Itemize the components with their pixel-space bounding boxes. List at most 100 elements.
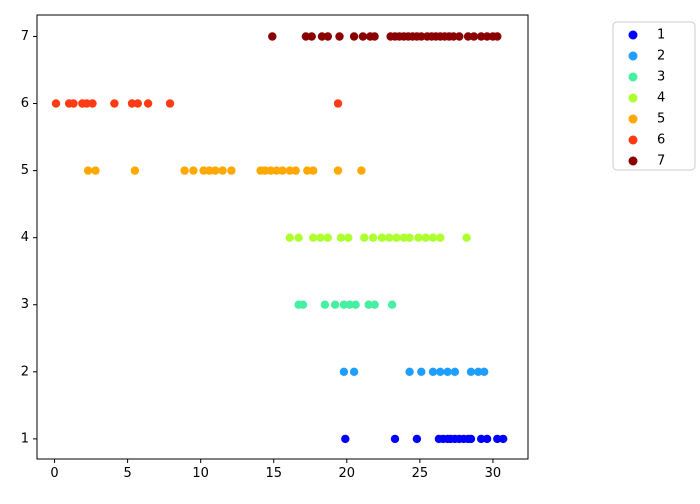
data-point bbox=[357, 166, 366, 175]
data-point bbox=[88, 99, 97, 108]
legend-marker bbox=[628, 30, 638, 40]
data-point bbox=[436, 367, 445, 376]
data-point bbox=[368, 233, 378, 242]
data-point bbox=[165, 99, 175, 108]
data-point bbox=[482, 32, 492, 41]
y-tick-label: 5 bbox=[21, 163, 29, 178]
data-point bbox=[405, 233, 414, 242]
y-tick-label: 6 bbox=[21, 96, 29, 111]
data-point bbox=[285, 166, 294, 175]
data-point bbox=[421, 233, 430, 242]
legend-marker bbox=[628, 156, 638, 166]
data-point bbox=[330, 300, 340, 309]
data-point bbox=[335, 32, 344, 41]
series-2 bbox=[339, 367, 489, 376]
data-point bbox=[110, 99, 119, 108]
x-tick-label: 5 bbox=[123, 466, 131, 481]
series-3 bbox=[294, 300, 397, 309]
x-tick-label: 20 bbox=[339, 466, 356, 481]
data-point bbox=[341, 434, 350, 444]
data-point bbox=[205, 166, 214, 175]
legend-label: 2 bbox=[657, 49, 665, 64]
data-point bbox=[436, 233, 445, 242]
legend-label: 1 bbox=[657, 28, 665, 43]
data-point bbox=[260, 166, 270, 175]
x-tick-label: 15 bbox=[265, 466, 282, 481]
data-point bbox=[336, 233, 346, 242]
x-tick-label: 0 bbox=[50, 466, 58, 481]
data-point bbox=[493, 32, 502, 41]
data-point bbox=[291, 166, 300, 175]
y-tick-label: 3 bbox=[21, 297, 29, 312]
data-point bbox=[477, 434, 486, 444]
data-point bbox=[91, 166, 100, 175]
legend-marker bbox=[628, 51, 638, 61]
data-point bbox=[370, 300, 379, 309]
legend-marker bbox=[628, 93, 638, 103]
data-point bbox=[180, 166, 189, 175]
legend-box bbox=[612, 21, 696, 171]
x-tick-label: 30 bbox=[485, 466, 502, 481]
series-6 bbox=[51, 99, 343, 108]
data-point bbox=[333, 166, 343, 175]
legend-marker bbox=[628, 114, 638, 124]
data-point bbox=[268, 32, 277, 41]
data-point bbox=[360, 233, 369, 242]
y-tick-label: 7 bbox=[21, 29, 29, 44]
data-point bbox=[417, 367, 426, 376]
data-point bbox=[482, 434, 492, 444]
data-point bbox=[133, 99, 142, 108]
data-point bbox=[377, 233, 387, 242]
data-point bbox=[303, 166, 312, 175]
data-point bbox=[317, 32, 327, 41]
data-point bbox=[370, 32, 379, 41]
data-point bbox=[309, 233, 318, 242]
data-point bbox=[309, 166, 318, 175]
series-4 bbox=[285, 233, 471, 242]
x-tick-label: 25 bbox=[412, 466, 429, 481]
data-point bbox=[466, 367, 476, 376]
plot-border bbox=[36, 14, 529, 460]
data-point bbox=[285, 233, 294, 242]
series-7 bbox=[268, 32, 502, 41]
series-5 bbox=[83, 166, 366, 175]
data-point bbox=[339, 300, 349, 309]
data-point bbox=[414, 233, 423, 242]
data-point bbox=[466, 434, 476, 444]
data-point bbox=[127, 99, 137, 108]
legend-label: 7 bbox=[657, 154, 665, 169]
y-tick-label: 1 bbox=[21, 431, 29, 446]
data-point bbox=[294, 233, 303, 242]
data-point bbox=[211, 166, 220, 175]
legend: 1 2 3 4 5 6 7 bbox=[612, 21, 696, 171]
data-point bbox=[278, 166, 287, 175]
data-point bbox=[298, 300, 308, 309]
data-point bbox=[130, 166, 140, 175]
data-point bbox=[320, 300, 330, 309]
data-point bbox=[307, 32, 316, 41]
legend-marker bbox=[628, 135, 638, 145]
data-point bbox=[349, 367, 359, 376]
data-point bbox=[450, 367, 460, 376]
x-tick-label: 10 bbox=[192, 466, 209, 481]
data-point bbox=[344, 233, 353, 242]
data-point bbox=[316, 233, 325, 242]
data-point bbox=[387, 300, 397, 309]
data-point bbox=[428, 233, 438, 242]
data-point bbox=[428, 367, 438, 376]
data-point bbox=[469, 32, 479, 41]
data-point bbox=[82, 99, 91, 108]
data-point bbox=[412, 434, 422, 444]
data-point bbox=[358, 32, 368, 41]
data-point bbox=[385, 233, 394, 242]
legend-label: 3 bbox=[657, 70, 665, 85]
data-point bbox=[351, 300, 360, 309]
data-point bbox=[443, 367, 452, 376]
data-point bbox=[339, 367, 349, 376]
axes: 0 5 10 15 20 25 30 1 2 3 4 5 6 7 bbox=[21, 14, 529, 481]
data-point bbox=[199, 166, 208, 175]
data-point bbox=[333, 99, 343, 108]
data-point bbox=[301, 32, 311, 41]
y-tick-label: 2 bbox=[21, 364, 29, 379]
data-points bbox=[51, 32, 508, 444]
